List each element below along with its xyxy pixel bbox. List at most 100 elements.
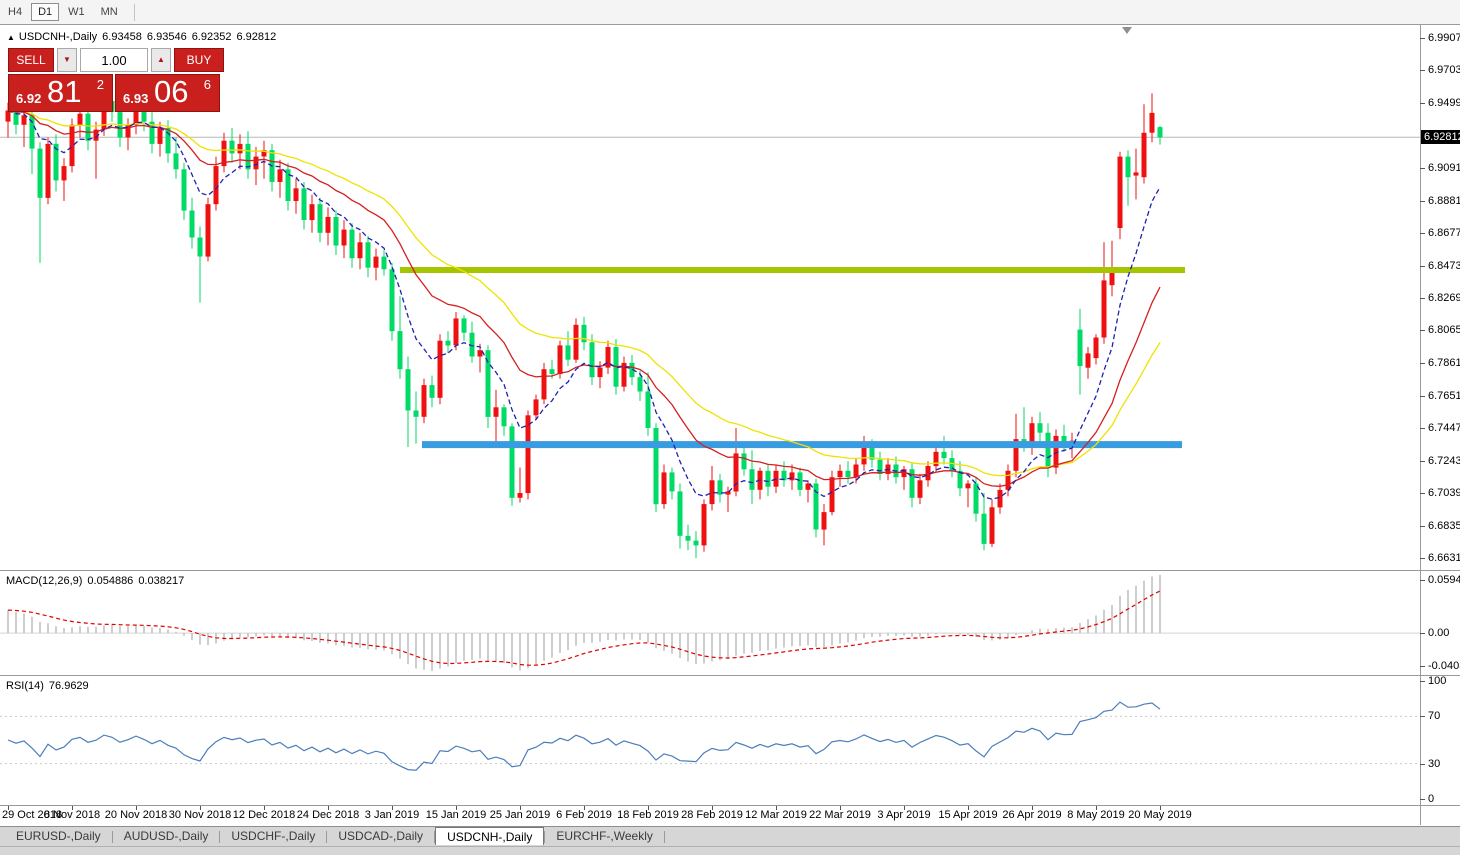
price-axis-label: 6.66310 <box>1428 552 1460 564</box>
rsi-axis-label: 70 <box>1428 710 1441 722</box>
tab-usdcad-daily[interactable]: USDCAD-,Daily <box>338 829 424 843</box>
rsi-axis-label: 0 <box>1428 793 1435 805</box>
price-axis-label: 6.82690 <box>1428 292 1460 304</box>
buy-button[interactable]: BUY <box>174 48 224 72</box>
price-axis-label: 6.72430 <box>1428 455 1460 467</box>
tab-usdchf-daily[interactable]: USDCHF-,Daily <box>231 829 316 843</box>
date-axis-label: 15 Jan 2019 <box>425 809 487 821</box>
toolbar-divider <box>133 4 135 21</box>
date-axis-tick <box>8 806 9 810</box>
price-axis-tick <box>1420 38 1425 39</box>
ohlc-low: 6.92352 <box>191 31 232 43</box>
volume-increase-button[interactable]: ▲ <box>151 48 171 72</box>
volume-decrease-button[interactable]: ▼ <box>57 48 77 72</box>
sell-price-panel[interactable]: 6.92 81 2 <box>8 74 113 112</box>
price-axis-tick <box>1420 168 1425 169</box>
date-axis-tick <box>328 806 329 810</box>
date-axis-label: 18 Feb 2019 <box>617 809 679 821</box>
ma-medium-red <box>7 109 1161 487</box>
volume-input[interactable] <box>80 48 148 72</box>
macd-axis-label: -0.040371 <box>1428 660 1460 672</box>
price-axis-label: 6.80650 <box>1428 324 1460 336</box>
date-axis-tick <box>904 806 905 810</box>
price-axis-label: 6.97030 <box>1428 64 1460 76</box>
sell-price-big: 81 <box>47 74 82 109</box>
date-axis-tick <box>1096 806 1097 810</box>
tab-divider <box>219 831 221 843</box>
price-axis-tick <box>1420 70 1425 71</box>
rsi-axis-tick <box>1420 799 1425 800</box>
tab-eurusd-daily[interactable]: EURUSD-,Daily <box>16 829 101 843</box>
date-axis-tick <box>456 806 457 810</box>
price-axis-label: 6.76510 <box>1428 390 1460 402</box>
rsi-panel-separator[interactable] <box>0 675 1460 676</box>
tab-eurchf-weekly[interactable]: EURCHF-,Weekly <box>556 829 653 843</box>
price-axis-label: 6.78610 <box>1428 357 1460 369</box>
date-axis-label: 20 May 2019 <box>1128 809 1192 821</box>
date-axis-label: 3 Apr 2019 <box>877 809 931 821</box>
price-axis-tick <box>1420 526 1425 527</box>
bottom-status-strip <box>0 846 1460 855</box>
timeframe-d1-button[interactable]: D1 <box>31 3 60 21</box>
buy-price-big: 06 <box>154 74 189 109</box>
sell-price-sup: 2 <box>96 77 104 92</box>
date-axis-label: 29 Oct 2018 <box>2 809 62 821</box>
tab-divider <box>544 831 546 843</box>
macd-axis-tick <box>1420 666 1425 667</box>
timeframe-mn-button[interactable]: MN <box>100 6 118 18</box>
chevron-up-icon: ▲ <box>157 55 165 64</box>
timeframe-w1-button[interactable]: W1 <box>68 6 85 18</box>
macd-label: MACD(12,26,9) 0.054886 0.038217 <box>6 575 184 587</box>
rsi-line <box>7 701 1161 771</box>
tab-audusd-daily[interactable]: AUDUSD-,Daily <box>123 829 209 843</box>
macd-main-value: 0.054886 <box>87 575 134 587</box>
macd-axis-tick <box>1420 633 1425 634</box>
ma-slow-yellow <box>7 109 1161 477</box>
date-axis-tick <box>968 806 969 810</box>
collapse-arrow-icon[interactable]: ▲ <box>7 33 15 42</box>
timeframe-h4-button[interactable]: H4 <box>8 6 23 18</box>
date-axis-label: 8 Nov 2018 <box>43 809 101 821</box>
price-axis-tick <box>1420 428 1425 429</box>
macd-axis-tick <box>1420 580 1425 581</box>
sell-button[interactable]: SELL <box>8 48 54 72</box>
chart-symbol-label: USDCNH-,Daily <box>18 31 98 43</box>
price-axis-tick <box>1420 266 1425 267</box>
date-axis-tick <box>648 806 649 810</box>
sell-price-prefix: 6.92 <box>16 91 42 106</box>
price-axis-label: 6.84730 <box>1428 260 1460 272</box>
ohlc-open: 6.93458 <box>102 31 142 43</box>
price-axis-tick <box>1420 330 1425 331</box>
date-axis-tick <box>1160 806 1161 810</box>
tab-usdcnh-daily[interactable]: USDCNH-,Daily <box>435 827 545 845</box>
date-axis-tick <box>520 806 521 810</box>
price-axis-tick <box>1420 363 1425 364</box>
date-axis-label: 15 Apr 2019 <box>938 809 998 821</box>
date-axis-label: 20 Nov 2018 <box>104 809 168 821</box>
chevron-down-icon: ▼ <box>63 55 71 64</box>
chart-ohlc-header: ▲ USDCNH-,Daily 6.93458 6.93546 6.92352 6.928… <box>7 31 281 43</box>
price-axis-label: 6.86770 <box>1428 227 1460 239</box>
macd-axis-label: 0.00 <box>1428 627 1450 639</box>
date-axis-tick <box>136 806 137 810</box>
buy-price-sup: 6 <box>203 77 211 92</box>
price-axis-label: 6.90910 <box>1428 162 1460 174</box>
date-axis-label: 28 Feb 2019 <box>681 809 743 821</box>
rsi-label: RSI(14) 76.9629 <box>6 680 89 692</box>
date-axis-label: 12 Dec 2018 <box>232 809 296 821</box>
price-axis-tick <box>1420 558 1425 559</box>
rsi-axis-label: 30 <box>1428 758 1441 770</box>
date-axis-label: 22 Mar 2019 <box>809 809 871 821</box>
timeframe-toolbar: H4 D1 W1 MN <box>0 0 1460 25</box>
buy-price-panel[interactable]: 6.93 06 6 <box>115 74 220 112</box>
rsi-name: RSI(14) <box>6 680 44 692</box>
macd-panel-separator[interactable] <box>0 570 1460 571</box>
macd-signal-value: 0.038217 <box>138 575 185 587</box>
macd-histogram <box>7 575 1161 671</box>
date-axis-label: 12 Mar 2019 <box>745 809 807 821</box>
price-axis-label: 6.94990 <box>1428 97 1460 109</box>
